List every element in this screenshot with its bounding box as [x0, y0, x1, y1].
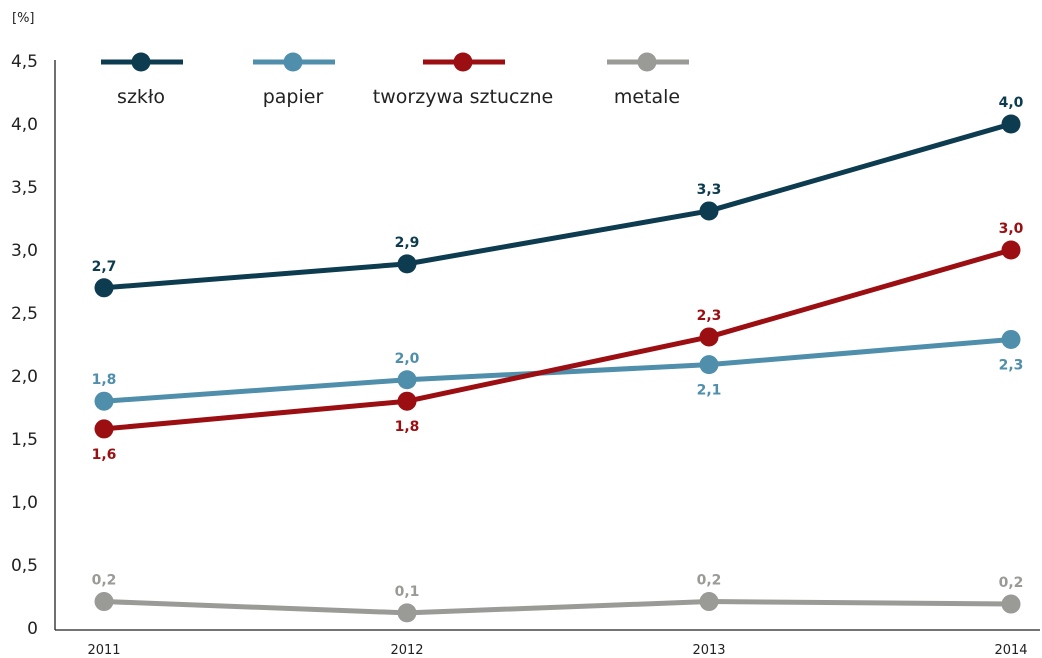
data-point: [94, 278, 114, 298]
data-point: [94, 391, 114, 411]
series-group: 0,2 0,1 0,2 0,2: [92, 573, 1024, 623]
legend-label: metale: [614, 86, 680, 108]
legend-label: szkło: [117, 86, 165, 108]
series-line: [101, 336, 1014, 404]
y-tick-label: 4,0: [11, 115, 38, 135]
series-group: 2,7 2,9 3,3 4,0: [92, 95, 1024, 298]
series-line: [101, 121, 1014, 291]
data-label: 2,0: [395, 351, 420, 367]
legend-item: szkło: [101, 52, 183, 108]
x-tick-label: 2013: [692, 643, 725, 658]
data-label: 0,2: [92, 573, 117, 589]
x-tick-label: 2012: [390, 643, 423, 658]
data-point: [699, 327, 719, 347]
series-group: 1,6 1,8 2,3 3,0: [92, 221, 1024, 463]
y-tick-label: 3,0: [11, 241, 38, 261]
y-axis-unit-label: [%]: [12, 11, 35, 26]
legend-swatch-marker: [131, 52, 151, 72]
x-tick-label: 2011: [87, 643, 120, 658]
legend-swatch-marker: [283, 52, 303, 72]
y-axis-ticks: 0 0,5 1,0 1,5 2,0 2,5 3,0 3,5 4,0 4,5: [11, 52, 38, 639]
data-point: [397, 603, 417, 623]
data-point: [699, 592, 719, 612]
y-tick-label: 0: [27, 619, 38, 639]
y-tick-label: 1,0: [11, 493, 38, 513]
y-tick-label: 1,5: [11, 430, 38, 450]
data-point: [397, 391, 417, 411]
legend: szkło papier tworzywa sztuczne metale: [101, 52, 689, 108]
legend-label: papier: [263, 86, 324, 108]
data-point: [699, 355, 719, 375]
data-point: [699, 201, 719, 221]
y-tick-label: 2,0: [11, 367, 38, 387]
legend-item: metale: [607, 52, 689, 108]
data-point: [1001, 329, 1021, 349]
x-axis-ticks: 2011 2012 2013 2014: [87, 643, 1027, 658]
legend-item: tworzywa sztuczne: [373, 52, 553, 108]
legend-label: tworzywa sztuczne: [373, 86, 553, 108]
legend-item: papier: [253, 52, 335, 108]
data-point: [94, 419, 114, 439]
data-point: [397, 370, 417, 390]
data-label: 3,0: [999, 221, 1024, 237]
legend-swatch-marker: [637, 52, 657, 72]
data-label: 1,6: [92, 447, 117, 463]
data-label: 0,2: [697, 573, 722, 589]
series-group: 1,8 2,0 2,1 2,3: [92, 329, 1024, 411]
data-label: 3,3: [697, 182, 722, 198]
data-label: 2,9: [395, 235, 420, 251]
data-point: [397, 254, 417, 274]
data-label: 1,8: [395, 419, 420, 435]
series-layer: 2,72,93,34,01,82,02,12,31,61,82,33,00,20…: [92, 95, 1024, 623]
data-point: [1001, 114, 1021, 134]
y-tick-label: 2,5: [11, 304, 38, 324]
data-point: [94, 592, 114, 612]
legend-swatch-marker: [453, 52, 473, 72]
data-label: 4,0: [999, 95, 1024, 111]
data-point: [1001, 594, 1021, 614]
y-tick-label: 3,5: [11, 178, 38, 198]
data-label: 0,1: [395, 584, 420, 600]
series-line: [101, 247, 1014, 432]
data-label: 2,7: [92, 259, 117, 275]
data-label: 2,1: [697, 383, 722, 399]
y-tick-label: 4,5: [11, 52, 38, 72]
series-line: [101, 599, 1014, 616]
x-tick-label: 2014: [994, 643, 1027, 658]
y-tick-label: 0,5: [11, 556, 38, 576]
data-label: 1,8: [92, 372, 117, 388]
data-label: 0,2: [999, 575, 1024, 591]
data-label: 2,3: [697, 308, 722, 324]
data-label: 2,3: [999, 357, 1024, 373]
data-point: [1001, 240, 1021, 260]
